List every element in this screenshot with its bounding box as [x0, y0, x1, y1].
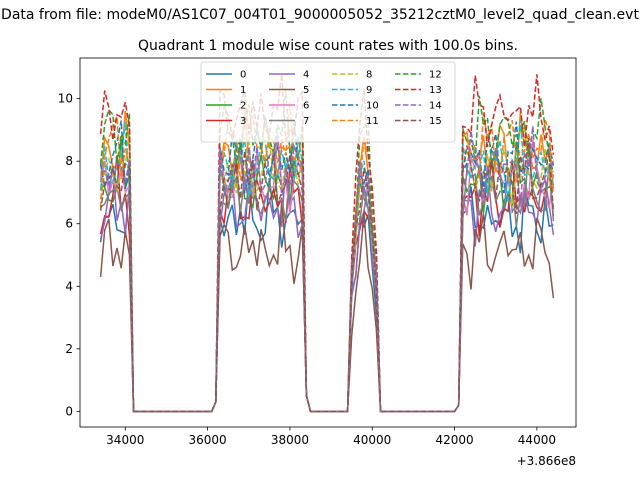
legend-label-14: 14	[429, 101, 442, 112]
x-tick-label: 38000	[271, 433, 309, 447]
y-tick-label: 10	[58, 92, 73, 106]
legend-label-2: 2	[240, 101, 246, 112]
legend-label-11: 11	[366, 116, 379, 127]
legend-label-5: 5	[303, 85, 309, 96]
series-line-15	[99, 138, 555, 413]
x-tick-label: 44000	[518, 433, 556, 447]
figure-suptitle: Data from file: modeM0/AS1C07_004T01_900…	[1, 7, 639, 23]
legend-label-13: 13	[429, 85, 442, 96]
y-tick-label: 8	[65, 154, 73, 168]
chart-title: Quadrant 1 module wise count rates with …	[138, 38, 518, 54]
y-tick-label: 6	[65, 217, 73, 231]
legend-label-8: 8	[366, 70, 372, 81]
plot-frame	[79, 57, 577, 428]
legend-label-1: 1	[240, 85, 246, 96]
legend-label-15: 15	[429, 116, 442, 127]
legend-label-10: 10	[366, 101, 379, 112]
legend-box	[200, 61, 456, 143]
legend-label-4: 4	[303, 70, 309, 81]
x-tick-label: 42000	[435, 433, 473, 447]
series-layer	[99, 74, 555, 413]
legend-label-9: 9	[366, 85, 372, 96]
x-axis-offset-label: +3.866e8	[517, 454, 576, 468]
x-tick-label: 34000	[106, 433, 144, 447]
legend-label-3: 3	[240, 116, 246, 127]
y-tick-label: 2	[65, 342, 73, 356]
y-tick-label: 4	[65, 279, 73, 293]
legend-label-12: 12	[429, 70, 442, 81]
x-tick-label: 40000	[353, 433, 391, 447]
legend-label-7: 7	[303, 116, 309, 127]
x-tick-label: 36000	[189, 433, 227, 447]
legend-label-0: 0	[240, 70, 246, 81]
legend-label-6: 6	[303, 101, 309, 112]
y-tick-label: 0	[65, 404, 73, 418]
